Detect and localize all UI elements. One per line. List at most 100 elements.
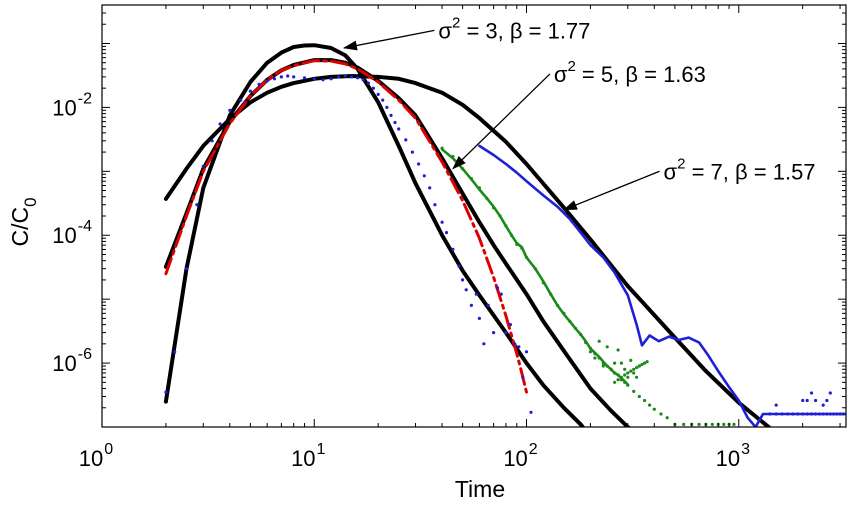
series-6-point xyxy=(616,378,620,382)
series-5-point xyxy=(228,108,232,112)
series-5-point xyxy=(796,412,800,416)
annotation-1: σ2 = 5, β = 1.63 xyxy=(452,58,706,170)
series-5-point xyxy=(809,391,814,395)
series-5-point xyxy=(361,78,365,82)
series-5-point xyxy=(835,412,839,416)
series-5-point xyxy=(265,79,269,83)
series-6-point xyxy=(597,339,601,343)
series-6-point xyxy=(635,375,639,379)
series-5-point xyxy=(218,122,222,126)
y-tick-label: 10-6 xyxy=(52,346,92,376)
series-6-point xyxy=(623,367,627,371)
series-5-points xyxy=(164,74,845,416)
series-5-point xyxy=(801,412,805,416)
series-5-point xyxy=(184,267,189,271)
series-5-point xyxy=(404,138,408,142)
x-tick-label: 103 xyxy=(716,441,750,471)
series-5-point xyxy=(809,412,814,416)
series-5-point xyxy=(376,92,380,96)
series-6-point xyxy=(613,380,617,384)
series-5-point xyxy=(474,292,478,296)
annotation-2: σ2 = 7, β = 1.57 xyxy=(562,155,816,211)
series-5-point xyxy=(828,391,832,395)
series-6-point xyxy=(629,358,633,362)
series-6-point xyxy=(632,371,636,375)
series-5-point xyxy=(210,139,214,143)
series-6-point xyxy=(697,422,701,426)
series-5-point xyxy=(410,150,414,154)
series-6-point xyxy=(601,364,605,368)
series-5-point xyxy=(529,410,533,414)
series-5-point xyxy=(825,398,829,403)
series-5-point xyxy=(768,412,772,416)
series-5-point xyxy=(841,412,845,416)
annotation-arrow xyxy=(452,73,551,170)
series-5-point xyxy=(801,398,805,403)
series-5-point xyxy=(321,78,325,82)
series-5-point xyxy=(805,412,809,416)
series-6-point xyxy=(616,348,620,352)
series-6-point xyxy=(637,394,641,399)
series-5-point xyxy=(397,127,401,131)
series-5-point xyxy=(248,89,252,93)
series-5-point xyxy=(451,247,455,251)
series-6-point xyxy=(722,422,726,426)
annotation-arrow xyxy=(562,170,660,211)
series-5-point xyxy=(495,286,500,290)
annotation-arrow xyxy=(342,29,435,51)
series-6-point xyxy=(645,360,649,364)
x-tick-label: 102 xyxy=(503,441,537,471)
plot-area xyxy=(163,43,846,427)
series-5-point xyxy=(336,75,340,79)
series-5-point xyxy=(774,403,778,407)
series-5-point xyxy=(524,350,529,354)
annotation-label: σ2 = 7, β = 1.57 xyxy=(664,155,816,184)
series-5-point xyxy=(350,75,354,79)
series-5-point xyxy=(279,75,283,79)
series-5-point xyxy=(492,331,496,335)
series-5-point xyxy=(486,303,490,307)
series-5-point xyxy=(385,105,389,109)
series-6-point xyxy=(626,375,630,379)
series-5-point xyxy=(164,390,168,394)
series-5-point xyxy=(389,113,393,117)
annotation-label: σ2 = 5, β = 1.63 xyxy=(554,58,706,87)
series-5-point xyxy=(393,120,397,125)
series-5-point xyxy=(828,412,832,416)
series-5-point xyxy=(381,98,385,102)
x-tick-label: 100 xyxy=(79,441,113,471)
series-6-point xyxy=(619,361,624,365)
annotation-0: σ2 = 3, β = 1.77 xyxy=(342,14,590,51)
series-5-point xyxy=(444,231,449,235)
series-6-point xyxy=(640,362,644,367)
series-5-point xyxy=(329,77,333,81)
annotations: σ2 = 3, β = 1.77 σ2 = 5, β = 1.63 σ2 = 7, … xyxy=(342,14,816,211)
series-6-point xyxy=(652,407,656,411)
series-5-point xyxy=(371,86,375,90)
series-5-point xyxy=(343,74,347,78)
series-5-point xyxy=(195,203,199,207)
series-5-point xyxy=(821,403,825,407)
x-axis-label: Time xyxy=(455,476,505,500)
x-tick-label: 101 xyxy=(291,441,325,471)
series-5-point xyxy=(464,288,468,292)
series-5-point xyxy=(457,264,461,268)
series-5-point xyxy=(838,412,842,416)
series-5-point xyxy=(356,76,360,80)
series-5-point xyxy=(201,164,205,168)
series-5-point xyxy=(417,162,421,166)
series-4-line xyxy=(478,144,846,427)
series-6-point xyxy=(593,356,597,360)
series-6-point xyxy=(643,361,647,365)
series-5-point xyxy=(469,303,473,307)
series-5-point xyxy=(499,292,503,296)
y-axis-label: C/C0 xyxy=(7,197,40,246)
series-5-point xyxy=(825,412,829,416)
series-5-point xyxy=(312,77,316,81)
series-6-point xyxy=(629,369,633,373)
series-5-point xyxy=(461,278,465,282)
series-5-point xyxy=(508,323,512,327)
series-5-point xyxy=(173,350,177,354)
